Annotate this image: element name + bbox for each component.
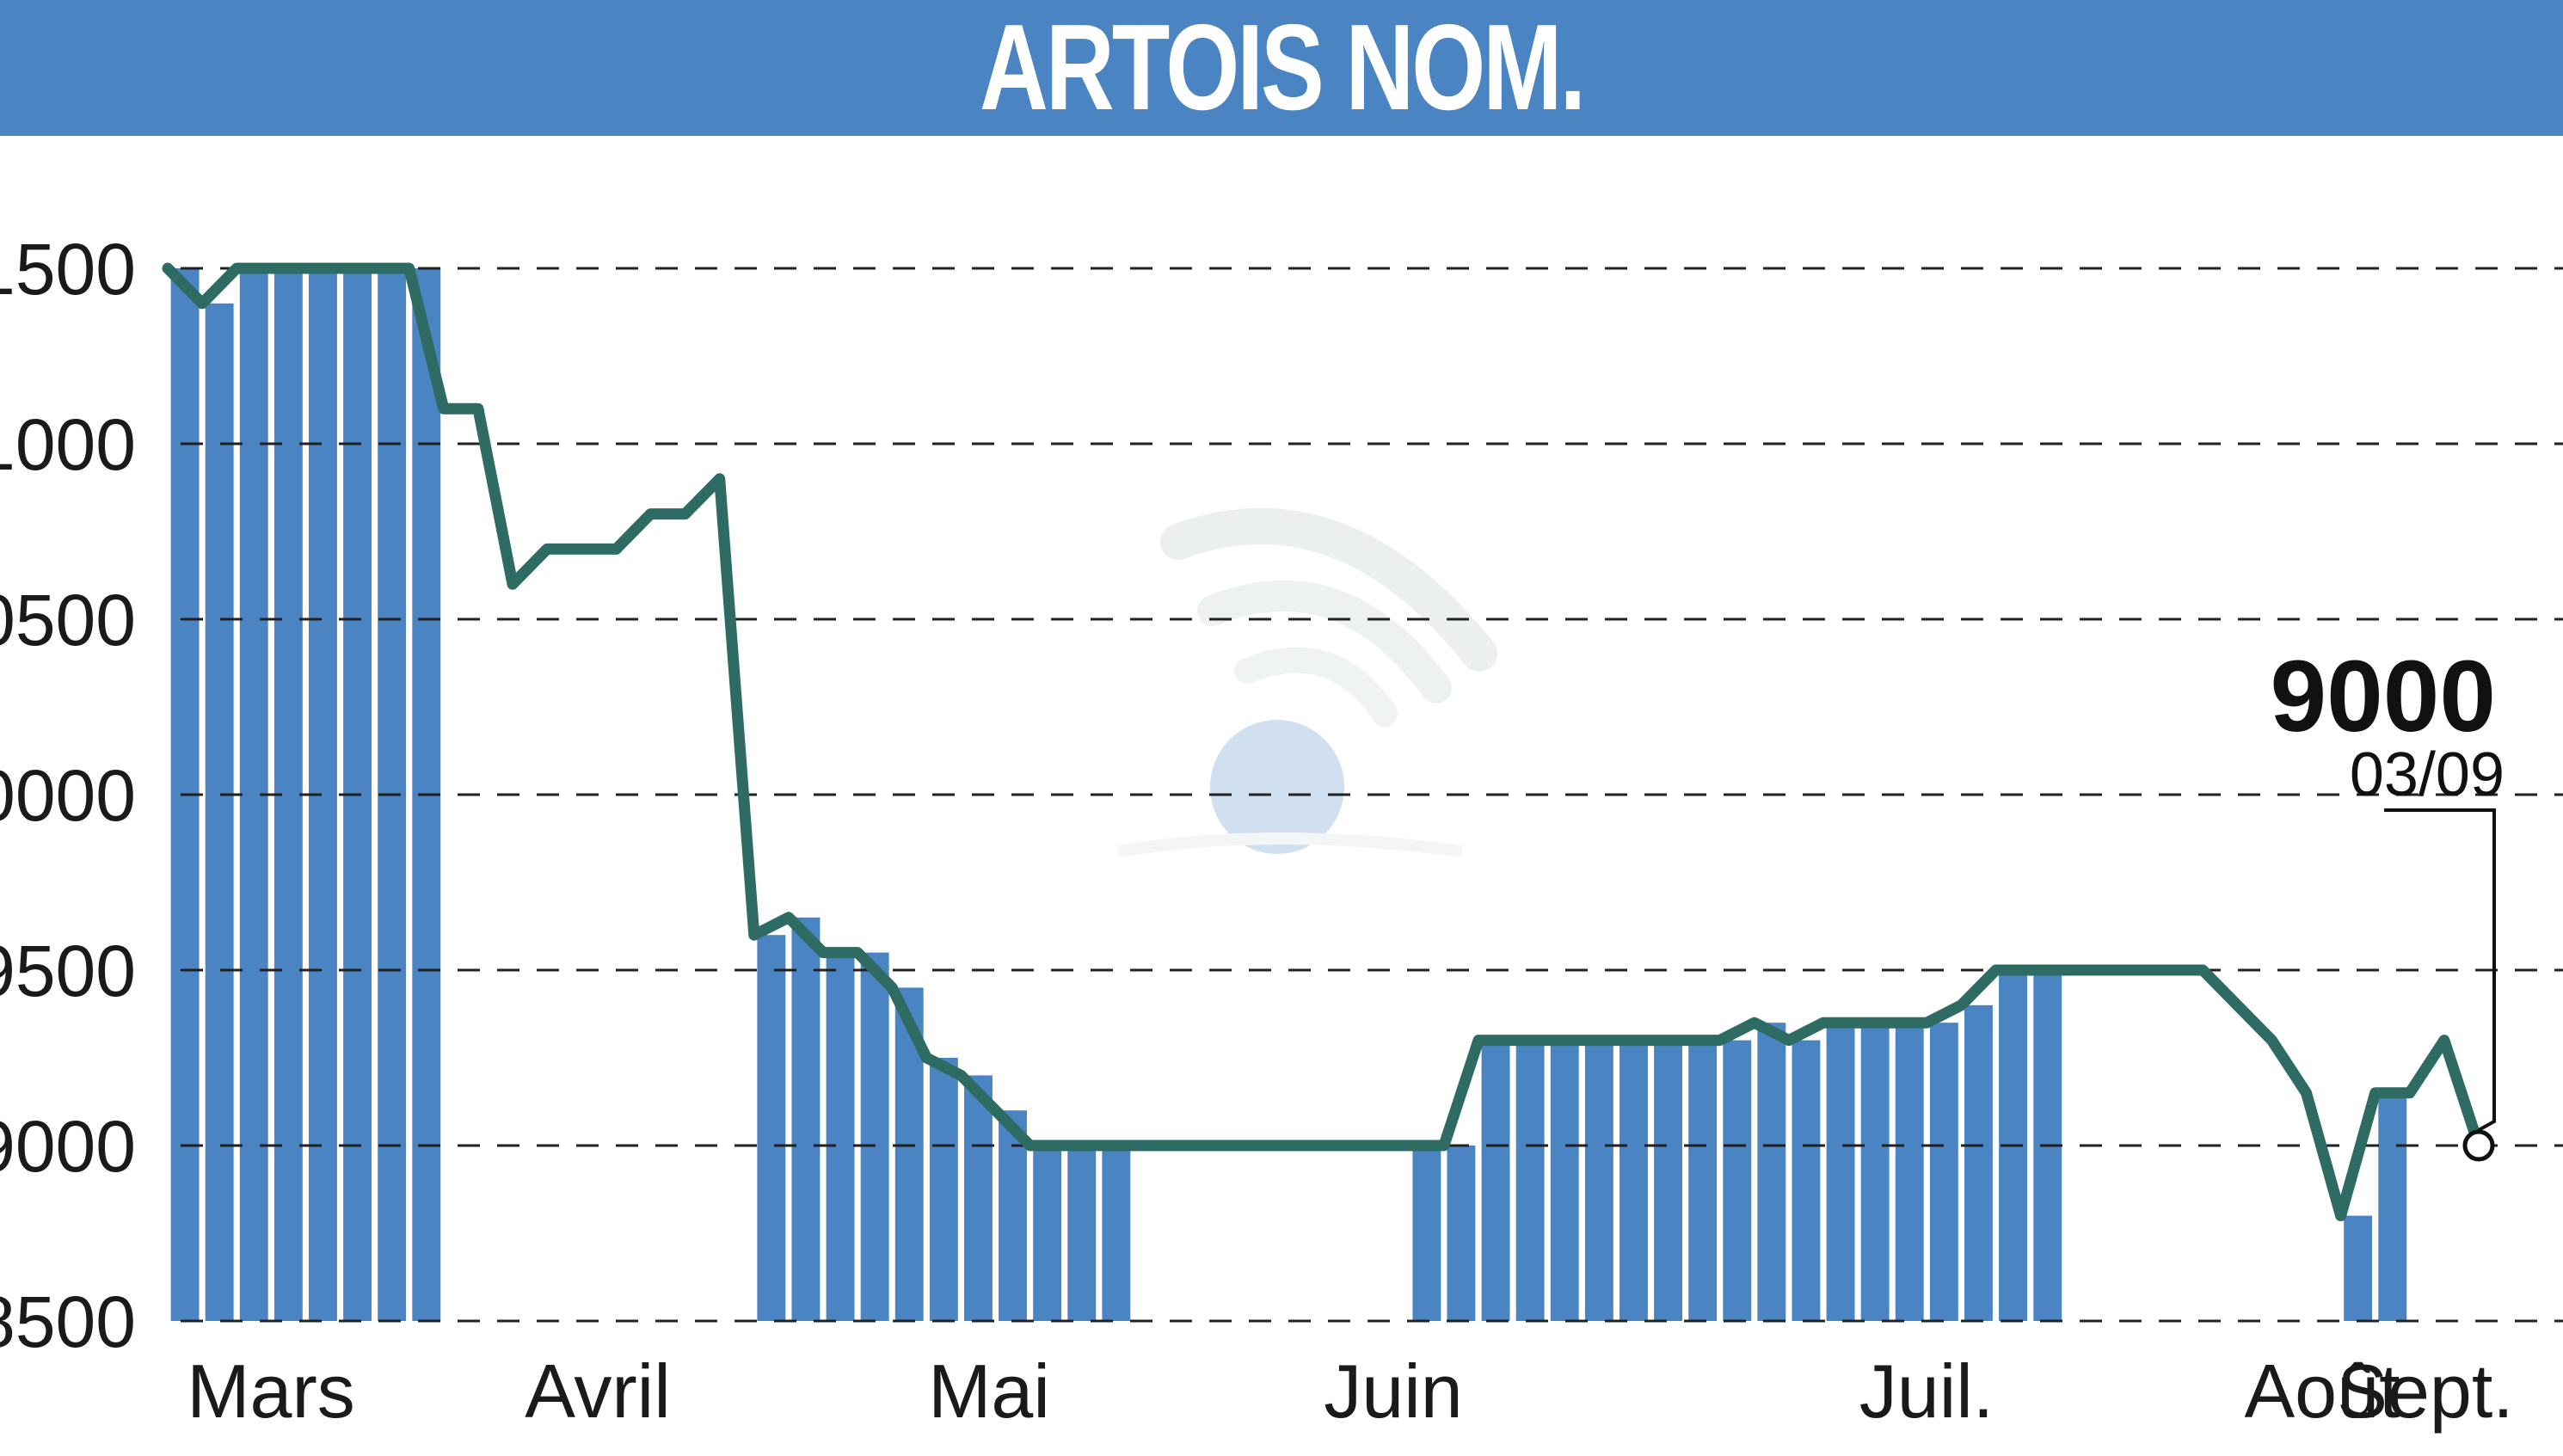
- volume-bar: [1067, 1146, 1097, 1321]
- x-tick-label: Sept.: [2337, 1348, 2513, 1434]
- volume-bar: [205, 303, 234, 1321]
- volume-bar: [1102, 1146, 1131, 1321]
- volume-bar: [860, 952, 889, 1321]
- y-tick-label: 11000: [0, 404, 136, 485]
- volume-bar: [1826, 1023, 1855, 1321]
- volume-bar: [1723, 1040, 1752, 1321]
- volume-bar: [1688, 1040, 1718, 1321]
- volume-bar: [1412, 1146, 1441, 1321]
- y-tick-label: 10000: [0, 755, 136, 836]
- volume-bar: [1584, 1040, 1613, 1321]
- volume-bar: [1757, 1023, 1786, 1321]
- last-point-marker: [2462, 1129, 2495, 1162]
- x-tick-label: Mars: [187, 1348, 355, 1434]
- x-tick-label: Mai: [928, 1348, 1050, 1434]
- volume-bar: [1964, 1004, 1993, 1321]
- y-tick-label: 8500: [0, 1281, 136, 1362]
- x-tick-label: Avril: [525, 1348, 671, 1434]
- x-tick-label: Juin: [1324, 1348, 1462, 1434]
- y-tick-label: 11500: [0, 229, 136, 310]
- volume-bar: [1515, 1040, 1545, 1321]
- volume-bar: [1860, 1023, 1890, 1321]
- title-banner: ARTOIS NOM.: [0, 0, 2563, 136]
- x-tick-label: Juil.: [1859, 1348, 1994, 1434]
- volume-bar: [791, 917, 821, 1321]
- x-tick-label: Août: [2244, 1348, 2400, 1434]
- price-line: [162, 262, 2485, 1222]
- volume-bar: [2378, 1092, 2407, 1321]
- volume-bar: [1895, 1023, 1924, 1321]
- volume-bar: [929, 1058, 958, 1321]
- last-value-callout: [2384, 808, 2496, 1132]
- y-tick-label: 9500: [0, 931, 136, 1011]
- y-axis-ticks: 8500 9000 9500 10000 10500 11000 11500: [0, 229, 136, 1362]
- volume-bar: [826, 952, 855, 1321]
- volume-bar: [1550, 1040, 1579, 1321]
- volume-bar: [1447, 1146, 1476, 1321]
- volume-bar: [1654, 1040, 1682, 1321]
- watermark-logo: [1116, 507, 1497, 857]
- volume-bar: [964, 1075, 993, 1321]
- last-value-label: 9000: [2270, 640, 2496, 753]
- y-tick-label: 10500: [0, 580, 136, 660]
- volume-bar: [757, 935, 786, 1321]
- volume-bar: [1792, 1040, 1821, 1321]
- y-tick-label: 9000: [0, 1106, 136, 1187]
- chart-title: ARTOIS NOM.: [979, 0, 1586, 136]
- volume-bar: [1620, 1040, 1648, 1321]
- last-date-label: 03/09: [2350, 740, 2505, 809]
- volume-bar: [1481, 1040, 1510, 1321]
- volume-bar: [1929, 1023, 1958, 1321]
- volume-bar: [1033, 1146, 1062, 1321]
- gridlines: [181, 267, 2563, 1323]
- volume-bar: [2344, 1215, 2373, 1321]
